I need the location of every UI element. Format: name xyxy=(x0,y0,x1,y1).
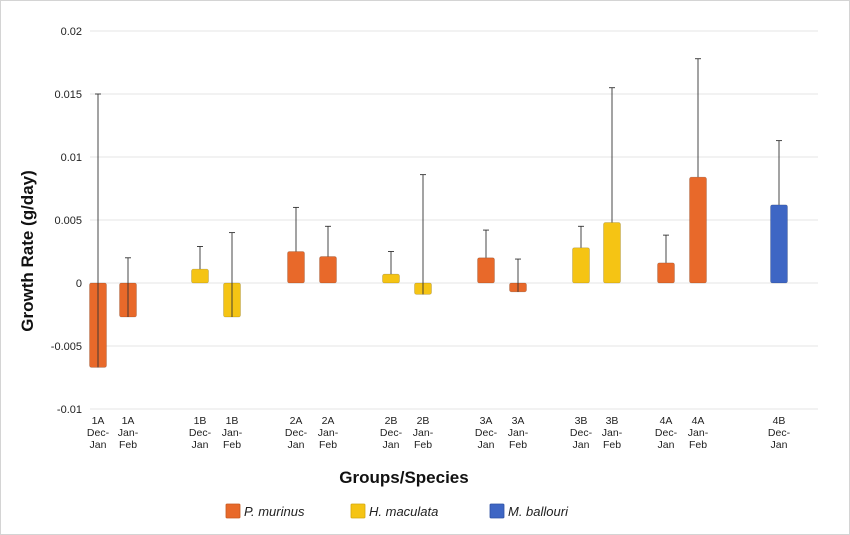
y-tick-label: 0.01 xyxy=(61,152,82,164)
bar xyxy=(689,176,707,284)
x-category-label: Jan- xyxy=(413,427,434,439)
x-category-label: Jan xyxy=(288,439,305,451)
legend-swatch-h-maculata xyxy=(350,503,366,519)
x-category-label: Feb xyxy=(603,439,621,451)
x-category-label: 4A xyxy=(692,415,705,427)
y-tick-label: 0 xyxy=(76,278,82,290)
x-category-label: 2B xyxy=(417,415,430,427)
bar xyxy=(287,251,305,284)
legend-label-p-murinus: P. murinus xyxy=(244,504,305,519)
x-axis-category-labels: 1ADec-Jan1AJan-Feb1BDec-Jan1BJan-Feb2ADe… xyxy=(87,415,791,451)
bar xyxy=(191,268,209,284)
x-category-label: Dec- xyxy=(380,427,403,439)
gridlines xyxy=(90,30,818,410)
x-category-label: 3A xyxy=(512,415,525,427)
error-bars xyxy=(95,58,782,368)
x-category-label: Jan xyxy=(478,439,495,451)
legend-swatch-p-murinus xyxy=(225,503,241,519)
x-axis-title: Groups/Species xyxy=(339,468,468,487)
y-tick-label: 0.02 xyxy=(61,26,82,38)
y-axis-ticks: 0.02 0.015 0.01 0.005 0 -0.005 -0.01 xyxy=(51,26,82,416)
legend-label-m-ballouri: M. ballouri xyxy=(508,504,569,519)
x-category-label: Jan- xyxy=(508,427,529,439)
x-category-label: Jan xyxy=(771,439,788,451)
bar xyxy=(770,204,788,284)
y-tick-label: -0.01 xyxy=(57,404,82,416)
x-category-label: Jan xyxy=(658,439,675,451)
y-tick-label: 0.005 xyxy=(54,215,82,227)
y-tick-label: -0.005 xyxy=(51,341,82,353)
bar xyxy=(657,262,675,284)
x-category-label: 2A xyxy=(290,415,303,427)
x-category-label: Jan- xyxy=(688,427,709,439)
bar xyxy=(572,247,590,284)
x-category-label: Feb xyxy=(509,439,527,451)
x-category-label: Dec- xyxy=(655,427,678,439)
bars xyxy=(89,176,788,368)
bar xyxy=(382,273,400,284)
bar xyxy=(477,257,495,284)
x-category-label: 1B xyxy=(226,415,239,427)
x-category-label: 4B xyxy=(773,415,786,427)
x-category-label: Jan- xyxy=(318,427,339,439)
x-category-label: 3B xyxy=(575,415,588,427)
x-category-label: Feb xyxy=(119,439,137,451)
x-category-label: 3A xyxy=(480,415,493,427)
x-category-label: 2B xyxy=(385,415,398,427)
x-category-label: Dec- xyxy=(189,427,212,439)
x-category-label: Feb xyxy=(223,439,241,451)
x-category-label: Dec- xyxy=(475,427,498,439)
x-category-label: Feb xyxy=(689,439,707,451)
x-category-label: 3B xyxy=(606,415,619,427)
x-category-label: Jan xyxy=(90,439,107,451)
x-category-label: Jan xyxy=(192,439,209,451)
x-category-label: Dec- xyxy=(768,427,791,439)
x-category-label: Feb xyxy=(414,439,432,451)
x-category-label: 4A xyxy=(660,415,673,427)
x-category-label: 2A xyxy=(322,415,335,427)
x-category-label: Jan- xyxy=(602,427,623,439)
x-category-label: Jan xyxy=(573,439,590,451)
x-category-label: Dec- xyxy=(87,427,110,439)
legend: P. murinus H. maculata M. ballouri xyxy=(225,503,569,519)
y-axis-title: Growth Rate (g/day) xyxy=(18,170,37,332)
x-category-label: Jan- xyxy=(118,427,139,439)
x-category-label: Dec- xyxy=(285,427,308,439)
x-category-label: 1A xyxy=(92,415,105,427)
x-category-label: Jan- xyxy=(222,427,243,439)
x-category-label: 1A xyxy=(122,415,135,427)
bar xyxy=(319,256,337,284)
x-category-label: Feb xyxy=(319,439,337,451)
x-category-label: Dec- xyxy=(570,427,593,439)
x-category-label: 1B xyxy=(194,415,207,427)
y-tick-label: 0.015 xyxy=(54,89,82,101)
bar xyxy=(603,222,621,284)
x-category-label: Jan xyxy=(383,439,400,451)
legend-swatch-m-ballouri xyxy=(489,503,505,519)
legend-label-h-maculata: H. maculata xyxy=(369,504,438,519)
